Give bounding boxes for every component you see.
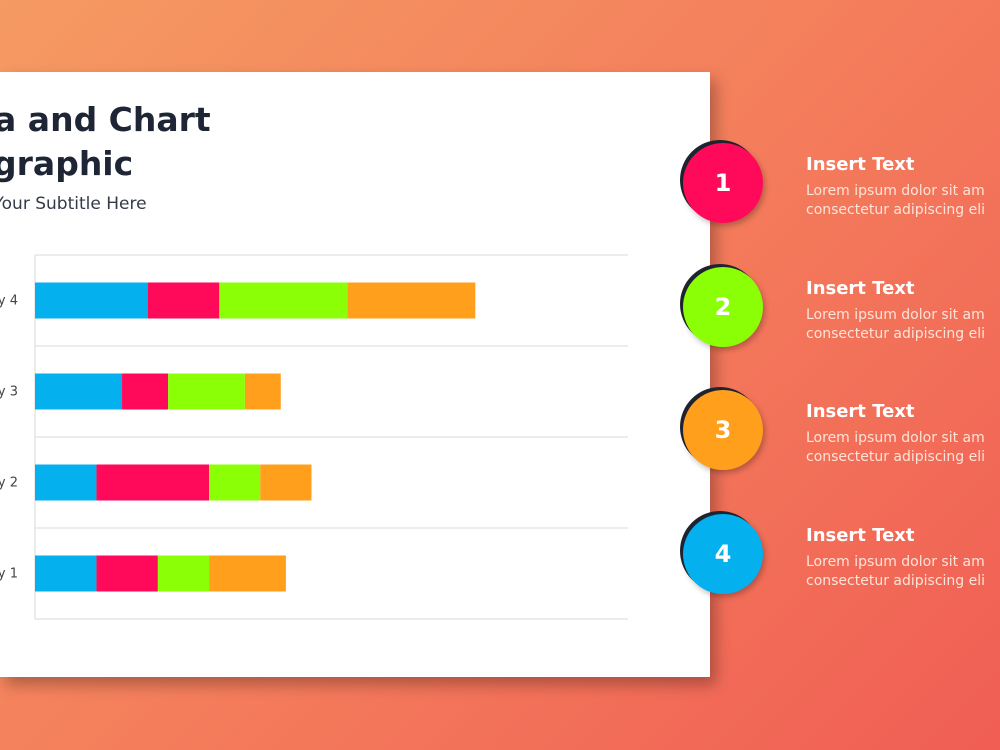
bar-segment: [244, 373, 281, 410]
chart-card: ata and Chart fographic ert Your Subtitl…: [0, 72, 710, 677]
bar-segment: [260, 464, 312, 501]
bar-segment: [96, 555, 158, 592]
bar-segment: [347, 282, 476, 319]
step-text-line-2: consectetur adipiscing eli: [806, 573, 986, 589]
bar-segment: [122, 373, 169, 410]
step-ring: 4: [680, 511, 763, 594]
bar-segment: [219, 282, 348, 319]
bar-segment: [209, 555, 286, 592]
step-description: Lorem ipsum dolor sit am consectetur adi…: [806, 553, 1000, 591]
category-label: y 4: [0, 294, 18, 309]
step-title: Insert Text: [806, 154, 915, 175]
bar-segment: [35, 464, 97, 501]
step-text-line-1: Lorem ipsum dolor sit am: [806, 430, 985, 446]
step-number-badge: 2: [683, 267, 763, 347]
step-ring: 1: [680, 140, 763, 223]
bar-segment: [168, 373, 245, 410]
step-text-line-1: Lorem ipsum dolor sit am: [806, 307, 985, 323]
step-item-4: 4 Insert Text Lorem ipsum dolor sit am c…: [668, 511, 1000, 611]
step-item-1: 1 Insert Text Lorem ipsum dolor sit am c…: [668, 140, 1000, 240]
slide-subtitle: ert Your Subtitle Here: [0, 194, 147, 214]
step-title: Insert Text: [806, 401, 915, 422]
bar-segment: [35, 555, 97, 592]
step-description: Lorem ipsum dolor sit am consectetur adi…: [806, 182, 1000, 220]
step-number-badge: 4: [683, 514, 763, 594]
step-ring: 3: [680, 387, 763, 470]
step-description: Lorem ipsum dolor sit am consectetur adi…: [806, 429, 1000, 467]
step-item-3: 3 Insert Text Lorem ipsum dolor sit am c…: [668, 387, 1000, 487]
bar-segment: [209, 464, 261, 501]
step-title: Insert Text: [806, 278, 915, 299]
stacked-bar-chart: y 4 y 3 y 2 y 1: [0, 254, 628, 620]
step-text-line-2: consectetur adipiscing eli: [806, 202, 986, 218]
bar-segment: [35, 373, 123, 410]
bar-segment: [157, 555, 210, 592]
step-title: Insert Text: [806, 525, 915, 546]
step-number-badge: 3: [683, 390, 763, 470]
step-description: Lorem ipsum dolor sit am consectetur adi…: [806, 306, 1000, 344]
bar-segment: [147, 282, 220, 319]
category-label: y 2: [0, 476, 18, 491]
step-text-line-2: consectetur adipiscing eli: [806, 326, 986, 342]
bar-segment: [35, 282, 148, 319]
category-label: y 1: [0, 567, 18, 582]
bar-segment: [96, 464, 210, 501]
slide-title: ata and Chart fographic: [0, 98, 211, 186]
title-line-1: ata and Chart: [0, 100, 211, 139]
step-text-line-1: Lorem ipsum dolor sit am: [806, 554, 985, 570]
step-text-line-1: Lorem ipsum dolor sit am: [806, 183, 985, 199]
step-ring: 2: [680, 264, 763, 347]
step-text-line-2: consectetur adipiscing eli: [806, 449, 986, 465]
category-label: y 3: [0, 385, 18, 400]
title-line-2: fographic: [0, 144, 134, 183]
step-item-2: 2 Insert Text Lorem ipsum dolor sit am c…: [668, 264, 1000, 364]
step-number-badge: 1: [683, 143, 763, 223]
